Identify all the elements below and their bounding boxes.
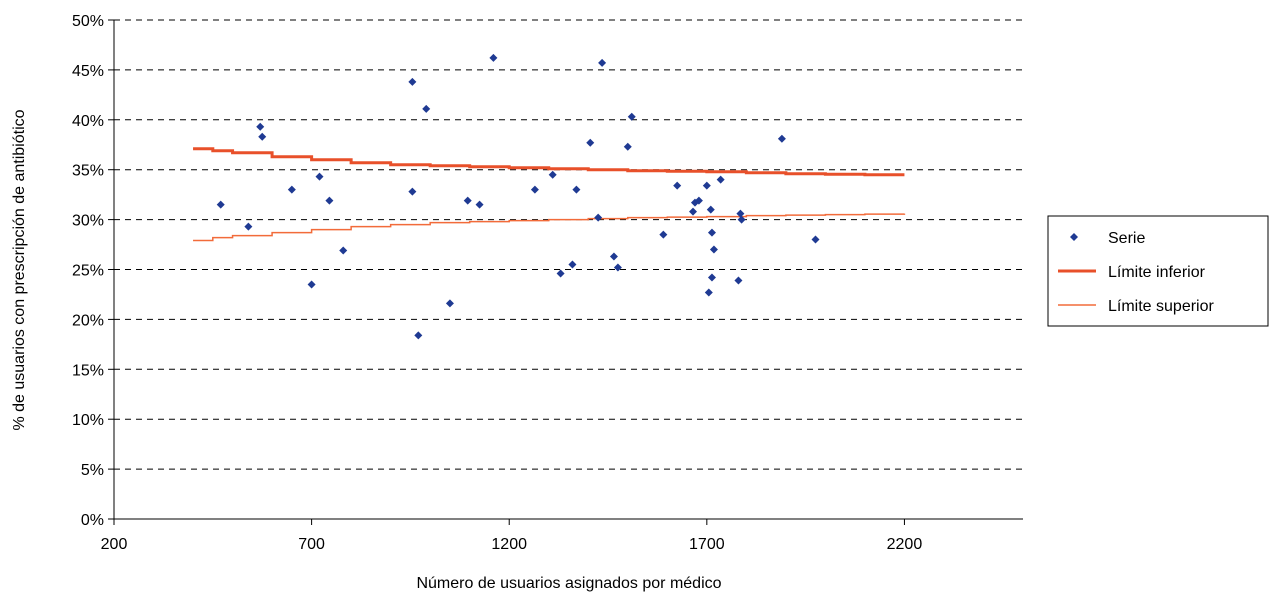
data-point: [688, 207, 697, 216]
data-point: [673, 181, 682, 190]
data-point: [736, 209, 745, 218]
y-tick-label: 5%: [81, 462, 104, 479]
y-axis-ticks: 0% 5% 10% 15% 20% 25% 30% 35% 40% 45% 50%: [72, 13, 114, 529]
data-point: [489, 53, 498, 62]
data-point: [706, 205, 715, 214]
data-point: [258, 132, 267, 141]
data-point: [734, 276, 743, 285]
data-point: [572, 185, 581, 194]
data-point: [594, 213, 603, 222]
y-tick-label: 30%: [72, 213, 104, 230]
y-tick-label: 25%: [72, 263, 104, 280]
data-point: [627, 112, 636, 121]
data-point: [414, 331, 423, 340]
data-point: [216, 200, 225, 209]
x-tick-label: 2200: [887, 536, 923, 553]
data-point: [422, 104, 431, 113]
data-point: [704, 288, 713, 297]
data-point: [445, 299, 454, 308]
x-axis-ticks: 200 700 1200 1700 2200: [101, 519, 923, 553]
data-point: [408, 77, 417, 86]
data-point: [287, 185, 296, 194]
data-point: [694, 196, 703, 205]
axes: [113, 20, 1023, 520]
x-tick-label: 1200: [491, 536, 527, 553]
gridlines: [114, 19, 1023, 470]
data-point: [811, 235, 820, 244]
y-tick-label: 50%: [72, 13, 104, 30]
y-tick-label: 10%: [72, 412, 104, 429]
legend-label: Límite superior: [1108, 298, 1214, 315]
data-point: [244, 222, 253, 231]
lower-limit-line: [193, 147, 905, 177]
y-tick-label: 20%: [72, 312, 104, 329]
legend-label: Límite inferior: [1108, 264, 1206, 281]
data-point: [659, 230, 668, 239]
upper-limit-line: [193, 213, 906, 242]
data-point: [475, 200, 484, 209]
y-tick-label: 15%: [72, 362, 104, 379]
data-points: [216, 53, 820, 340]
data-point: [737, 215, 746, 224]
data-point: [530, 185, 539, 194]
data-point: [548, 170, 557, 179]
limit-lines: [193, 147, 906, 242]
legend-marker: [1070, 233, 1078, 241]
y-tick-label: 0%: [81, 512, 104, 529]
data-point: [707, 228, 716, 237]
data-point: [609, 252, 618, 261]
data-point: [709, 245, 718, 254]
x-tick-label: 1700: [689, 536, 725, 553]
y-tick-label: 35%: [72, 163, 104, 180]
data-point: [325, 196, 334, 205]
x-tick-label: 700: [298, 536, 325, 553]
data-point: [716, 175, 725, 184]
y-axis-title: % de usuarios con prescripción de antibi…: [11, 109, 28, 430]
y-tick-label: 40%: [72, 113, 104, 130]
legend: Serie Límite inferior Límite superior: [1047, 215, 1269, 327]
data-point: [613, 263, 622, 272]
data-point: [315, 172, 324, 181]
data-point: [623, 142, 632, 151]
data-point: [339, 246, 348, 255]
y-tick-label: 45%: [72, 63, 104, 80]
data-point: [586, 138, 595, 147]
data-point: [707, 273, 716, 282]
data-point: [408, 187, 417, 196]
data-point: [463, 196, 472, 205]
data-point: [256, 122, 265, 131]
data-point: [598, 58, 607, 67]
legend-label: Serie: [1108, 230, 1145, 247]
data-point: [556, 269, 565, 278]
data-point: [568, 260, 577, 269]
data-point: [307, 280, 316, 289]
x-axis-title: Número de usuarios asignados por médico: [416, 575, 721, 592]
x-tick-label: 200: [101, 536, 128, 553]
data-point: [702, 181, 711, 190]
data-point: [777, 134, 786, 143]
